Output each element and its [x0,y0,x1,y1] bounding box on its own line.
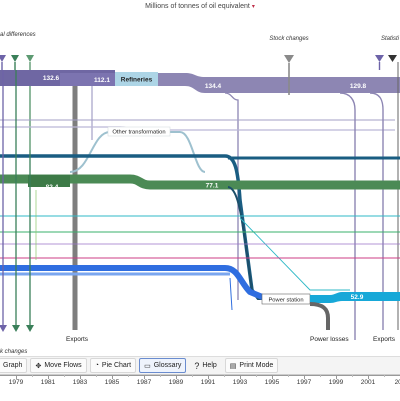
flow-to-other-transformation[interactable] [69,131,206,173]
timeline-tick [272,375,273,379]
unit-dropdown[interactable]: Millions of tonnes of oil equivalent ▾ [0,3,400,10]
timeline-minor-tick [256,375,257,377]
power-losses-label: Power losses [310,336,349,343]
timeline-tick [336,375,337,379]
flow-purple-thin-1[interactable] [224,92,239,300]
flow-refined-oil[interactable] [158,73,400,93]
timeline-tick [368,375,369,379]
timeline-year-10[interactable]: 1999 [328,379,344,386]
statistical-right-label: Statisti [381,36,400,42]
timeline-year-2[interactable]: 1983 [72,379,88,386]
year-timeline-slider[interactable]: 1979 1981 1983 1985 1987 1989 1991 1993 1995 1997… [0,374,400,401]
timeline-minor-tick [64,375,65,377]
timeline-tick [80,375,81,379]
timeline-year-5[interactable]: 1989 [168,379,184,386]
statistical-right-markers[interactable] [375,55,397,70]
other-transformation-node[interactable] [107,126,171,137]
help-button[interactable]: ? Help [189,358,221,373]
graph-button-label: Graph [3,362,23,369]
flow-gas[interactable] [0,174,200,190]
stock-changes-bottom-label: k changes [0,349,27,355]
toolbar: Graph ✥ Move Flows ◔ Pie Chart ▭ Glossar… [0,356,400,374]
value-oil-right: 129.8 [350,83,367,90]
timeline-tick [304,375,305,379]
glossary-button-label: Glossary [153,362,182,369]
timeline-year-8[interactable]: 1995 [264,379,280,386]
flow-renewables-thin-down[interactable] [229,277,233,311]
timeline-minor-tick [32,375,33,377]
help-icon: ? [194,360,200,371]
refineries-label: Refineries [121,77,153,84]
timeline-minor-tick [96,375,97,377]
flow-purple-right-stem-2[interactable] [369,92,384,330]
flow-electricity[interactable] [310,292,400,303]
value-oil-to-refineries: 112.1 [94,77,110,84]
pie-chart-button[interactable]: ◔ Pie Chart [89,358,137,373]
value-crude-oil: 132.6 [43,75,60,82]
timeline-minor-tick [352,375,353,377]
flow-purple-right-stem[interactable] [339,92,356,340]
refineries-node[interactable] [115,72,158,86]
other-transformation-label: Other transformation [112,130,165,136]
value-refined-oil: 134.4 [205,83,222,90]
move-flows-button-label: Move Flows [44,362,82,369]
timeline-tick [48,375,49,379]
timeline-year-4[interactable]: 1987 [136,379,152,386]
timeline-year-11[interactable]: 2001 [360,379,376,386]
power-station-label: Power station [268,298,303,304]
book-icon: ▭ [144,362,151,370]
print-mode-button-label: Print Mode [239,362,274,369]
timeline-tick [16,375,17,379]
timeline-tick [208,375,209,379]
timeline-minor-tick [384,375,385,377]
timeline-year-1[interactable]: 1981 [40,379,56,386]
stock-changes-label: Stock changes [269,36,308,42]
timeline-minor-tick [192,375,193,377]
timeline-axis [0,375,400,376]
energy-flow-sankey: 132.6 112.1 Refineries 134.4 129.8 Other… [0,32,400,355]
stock-changes-bottom-arrows[interactable] [0,70,34,332]
timeline-year-6[interactable]: 1991 [200,379,216,386]
move-flows-button[interactable]: ✥ Move Flows [30,358,87,373]
pie-chart-icon: ◔ [94,362,99,369]
timeline-year-9[interactable]: 1997 [296,379,312,386]
timeline-tick [144,375,145,379]
flow-oil-to-refineries[interactable] [60,73,115,86]
value-electricity: 52.9 [351,294,364,301]
stat-diff-markers[interactable] [0,55,34,150]
timeline-year-7[interactable]: 1993 [232,379,248,386]
timeline-tick [176,375,177,379]
printer-icon: ▤ [229,362,237,370]
timeline-minor-tick [160,375,161,377]
unit-dropdown-label: Millions of tonnes of oil equivalent [145,3,250,10]
flow-purple-thin-3[interactable] [0,126,395,131]
value-gas: 82.4 [46,184,59,191]
exports-right-label: Exports [373,336,396,343]
move-flows-icon: ✥ [35,362,42,370]
timeline-tick [240,375,241,379]
timeline-minor-tick [320,375,321,377]
statistical-differences-label: al differences [0,32,36,38]
flow-gas-to-power[interactable] [227,186,265,300]
flow-thin-cyan-diag[interactable] [239,217,350,291]
graph-button[interactable]: Graph [0,358,28,373]
print-mode-button[interactable]: ▤ Print Mode [224,358,279,373]
timeline-minor-tick [224,375,225,377]
chevron-down-icon: ▾ [251,4,255,10]
flow-power-losses[interactable] [309,302,330,330]
timeline-tick [112,375,113,379]
glossary-button[interactable]: ▭ Glossary [139,358,187,373]
value-gas-mid: 77.1 [206,183,219,190]
pie-chart-button-label: Pie Chart [101,362,132,369]
timeline-year-12[interactable]: 200 [394,379,400,386]
flow-renewables[interactable] [0,265,267,301]
stock-changes-marker[interactable] [284,55,294,72]
timeline-minor-tick [288,375,289,377]
exports-left-label: Exports [66,336,89,343]
help-button-label: Help [202,362,217,369]
timeline-year-3[interactable]: 1985 [104,379,120,386]
timeline-year-0[interactable]: 1979 [8,379,24,386]
timeline-minor-tick [128,375,129,377]
